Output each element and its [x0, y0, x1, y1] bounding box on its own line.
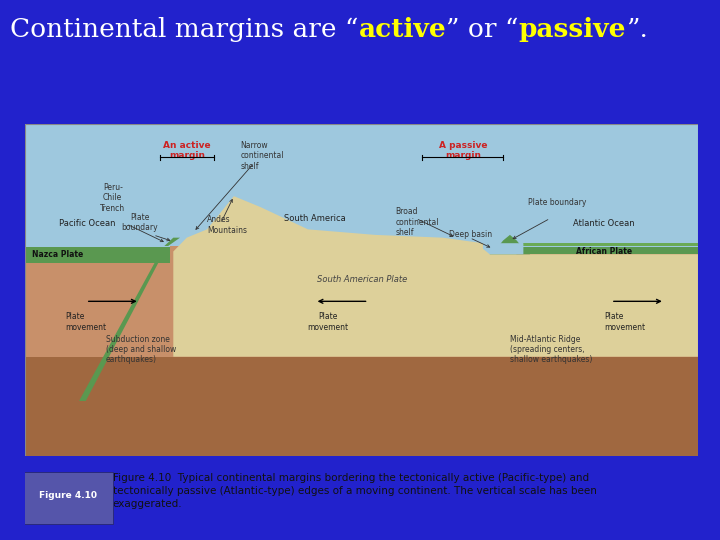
Text: Figure 4.10: Figure 4.10 — [39, 491, 96, 500]
FancyBboxPatch shape — [22, 472, 113, 524]
Text: South America: South America — [284, 214, 346, 223]
Text: Narrow
continental
shelf: Narrow continental shelf — [240, 141, 284, 171]
Polygon shape — [523, 243, 698, 247]
Polygon shape — [79, 238, 180, 401]
Text: Plate
movement: Plate movement — [604, 312, 645, 332]
Text: ” or “: ” or “ — [446, 17, 518, 42]
Text: ”.: ”. — [626, 17, 648, 42]
Text: Plate
movement: Plate movement — [307, 312, 348, 332]
Text: Andes
Mountains: Andes Mountains — [207, 215, 247, 235]
Polygon shape — [174, 196, 698, 357]
Polygon shape — [503, 247, 698, 254]
Text: A passive
margin: A passive margin — [438, 141, 487, 160]
Polygon shape — [25, 124, 698, 246]
Text: Plate boundary: Plate boundary — [528, 198, 586, 207]
Text: active: active — [359, 17, 446, 42]
Text: Plate
boundary: Plate boundary — [122, 213, 158, 232]
Text: Nazca Plate: Nazca Plate — [32, 250, 84, 259]
Text: Plate
movement: Plate movement — [66, 312, 107, 332]
Text: Continental margins are “: Continental margins are “ — [10, 17, 359, 42]
Text: Peru-
Chile
Trench: Peru- Chile Trench — [100, 183, 125, 213]
Polygon shape — [25, 124, 698, 456]
Polygon shape — [483, 243, 523, 254]
Polygon shape — [25, 357, 698, 456]
Polygon shape — [25, 247, 170, 262]
Text: passive: passive — [518, 17, 626, 42]
Text: Figure 4.10  Typical continental margins bordering the tectonically active (Paci: Figure 4.10 Typical continental margins … — [113, 473, 597, 509]
Text: African Plate: African Plate — [576, 247, 632, 256]
Text: An active
margin: An active margin — [163, 141, 210, 160]
Text: Atlantic Ocean: Atlantic Ocean — [573, 219, 635, 228]
Text: Mid-Atlantic Ridge
(spreading centers,
shallow earthquakes): Mid-Atlantic Ridge (spreading centers, s… — [510, 334, 593, 364]
Text: Pacific Ocean: Pacific Ocean — [59, 219, 115, 228]
Text: South American Plate: South American Plate — [317, 275, 407, 284]
Polygon shape — [25, 246, 170, 247]
Polygon shape — [490, 235, 530, 254]
Polygon shape — [523, 246, 698, 247]
Text: Deep basin: Deep basin — [449, 231, 492, 239]
Text: Subduction zone
(deep and shallow
earthquakes): Subduction zone (deep and shallow earthq… — [106, 334, 176, 364]
Polygon shape — [25, 246, 698, 357]
Text: Broad
continental
shelf: Broad continental shelf — [395, 207, 439, 237]
